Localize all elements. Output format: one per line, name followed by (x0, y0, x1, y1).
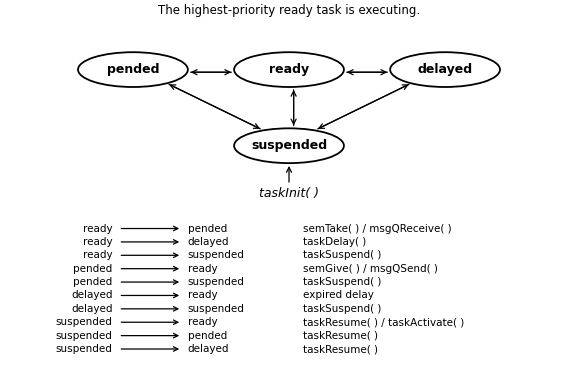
Text: suspended: suspended (251, 139, 327, 152)
Text: ready: ready (269, 63, 309, 76)
Text: pended: pended (188, 331, 227, 340)
Text: expired delay: expired delay (303, 291, 375, 300)
Text: ready: ready (188, 317, 217, 327)
Ellipse shape (78, 52, 188, 87)
Text: suspended: suspended (56, 317, 113, 327)
Text: pended: pended (107, 63, 159, 76)
Text: suspended: suspended (188, 304, 244, 314)
Ellipse shape (234, 52, 344, 87)
Text: suspended: suspended (56, 331, 113, 340)
Text: pended: pended (73, 264, 113, 274)
Ellipse shape (234, 128, 344, 163)
Text: delayed: delayed (188, 237, 229, 247)
Text: pended: pended (188, 224, 227, 234)
Text: taskResume( ): taskResume( ) (303, 344, 379, 354)
Text: taskInit( ): taskInit( ) (259, 187, 319, 200)
Text: taskSuspend( ): taskSuspend( ) (303, 277, 382, 287)
Text: taskResume( ): taskResume( ) (303, 331, 379, 340)
Text: delayed: delayed (71, 291, 113, 300)
Text: taskDelay( ): taskDelay( ) (303, 237, 366, 247)
Text: The highest-priority ready task is executing.: The highest-priority ready task is execu… (158, 4, 420, 17)
Text: semTake( ) / msgQReceive( ): semTake( ) / msgQReceive( ) (303, 224, 452, 234)
Text: pended: pended (73, 277, 113, 287)
Text: suspended: suspended (56, 344, 113, 354)
Text: delayed: delayed (188, 344, 229, 354)
Text: taskSuspend( ): taskSuspend( ) (303, 304, 382, 314)
Ellipse shape (390, 52, 500, 87)
Text: delayed: delayed (417, 63, 473, 76)
Text: ready: ready (83, 224, 113, 234)
Text: ready: ready (83, 237, 113, 247)
Text: taskResume( ) / taskActivate( ): taskResume( ) / taskActivate( ) (303, 317, 465, 327)
Text: ready: ready (188, 291, 217, 300)
Text: delayed: delayed (71, 304, 113, 314)
Text: taskSuspend( ): taskSuspend( ) (303, 250, 382, 260)
Text: ready: ready (83, 250, 113, 260)
Text: semGive( ) / msgQSend( ): semGive( ) / msgQSend( ) (303, 264, 438, 274)
Text: ready: ready (188, 264, 217, 274)
Text: suspended: suspended (188, 277, 244, 287)
Text: suspended: suspended (188, 250, 244, 260)
